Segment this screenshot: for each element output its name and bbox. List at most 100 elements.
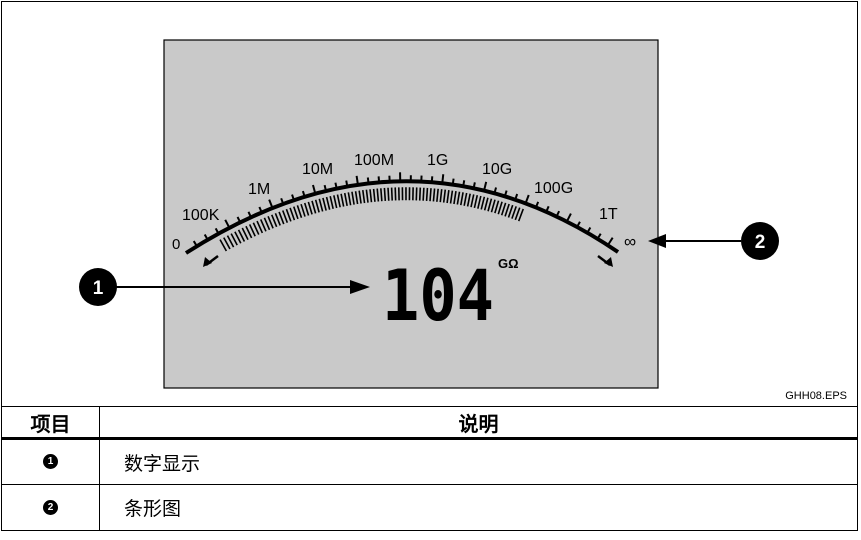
bar-segment [362,190,366,204]
scale-label: 100M [354,152,394,169]
bar-segment [504,203,510,217]
infinity-label: ∞ [624,232,636,251]
bar-segment [285,208,292,222]
scale-tick [441,174,445,184]
bar-segment [271,214,278,228]
bar-segment [263,217,271,231]
scale-tick [565,213,572,223]
bar-segment [325,196,331,210]
bar-segment [303,202,310,216]
bar-segment [387,187,390,201]
bar-segment [383,187,387,202]
bar-segment [347,192,352,206]
bar-segment [390,187,394,201]
bar-segment [507,204,514,218]
bar-segment [329,195,334,209]
scale-tick [192,240,198,247]
bar-segment [278,211,285,225]
bar-segment [358,190,362,204]
bar-segment [336,194,341,208]
scale-tick [472,182,476,189]
scale-tick [366,177,370,184]
bar-segment [483,197,489,211]
bar-segment [425,187,429,201]
scale-tick [576,221,581,228]
scale-tick [345,180,349,187]
scale-tick [214,227,220,235]
scale-tick [258,206,263,213]
callout-number: 1 [93,278,104,299]
bar-segment [282,210,289,223]
scale-tick [236,216,242,223]
bar-segment [333,195,338,209]
scale-tick [534,201,540,208]
legend-table: 项目 说明 1 数字显示 2 条形图 [1,406,858,531]
lcd-display-diagram: 0 100K 1M 10M 100M 1G 10G 100G 1T ∞ 104 … [79,39,779,389]
callout-arrow-icon [648,234,666,248]
bar-graph-arc [184,179,620,255]
reading-unit: GΩ [498,256,519,271]
column-header-item: 项目 [1,406,100,440]
bar-segment [343,192,348,207]
bar-segment [248,224,256,237]
bar-segment [296,205,303,218]
scale-label: 1T [599,206,618,223]
bar-graph-segments [219,187,525,252]
digital-reading: 104 [382,255,494,337]
bar-segment [256,220,264,234]
scale-tick [483,181,488,191]
scale-tick [493,187,498,194]
scale-label: 100K [182,207,220,224]
bar-segment [259,219,267,232]
scale-label: 1G [427,152,448,169]
scale-tick [451,178,455,185]
scale-tick [280,197,285,205]
scale-label: 0 [172,236,180,253]
bar-segment [372,188,376,202]
column-header-description: 说明 [99,406,858,440]
bar-segment [226,235,235,248]
figure-file-label: GHH08.EPS [785,390,847,402]
bar-segment [376,188,380,202]
bar-segment [354,191,359,205]
bar-segment [487,198,493,212]
bar-segment [380,188,383,202]
bar-segment [436,188,439,202]
left-end-arrow-icon [203,255,219,267]
bar-segment [322,197,327,211]
scale-label: 100G [534,180,573,197]
bar-segment [446,189,450,204]
bar-segment [234,231,242,244]
callout-2: 2 [648,222,779,260]
bar-segment [497,201,503,215]
bar-segment [300,203,306,217]
bar-segment [429,188,432,202]
scale-tick [301,190,306,198]
callout-number: 2 [755,232,766,253]
bar-segment [289,207,296,221]
bar-segment [365,189,369,203]
scale-tick [596,233,602,240]
scale-tick [323,184,327,192]
scale-tick [503,190,508,197]
scale-tick [291,194,295,201]
scale-label: 1M [248,181,270,198]
bar-segment [480,196,486,210]
scale-label: 10G [482,161,512,178]
figure-frame: 0 100K 1M 10M 100M 1G 10G 100G 1T ∞ 104 … [1,1,858,407]
bar-segment [459,192,464,206]
bar-segment [490,199,496,213]
bar-segment [241,227,249,241]
bar-segment [318,198,324,212]
bar-segment [245,225,253,239]
bar-segment [351,191,355,205]
bar-graph-scale-ticks [192,172,614,247]
table-header-row: 项目 说明 [1,406,858,440]
scale-label: 10M [302,161,333,178]
bar-segment [463,192,468,206]
scale-tick [606,237,614,246]
bar-segment [456,191,461,205]
item-number-badge: 2 [43,499,58,515]
lcd-panel [163,39,659,389]
bar-segment [274,213,281,226]
